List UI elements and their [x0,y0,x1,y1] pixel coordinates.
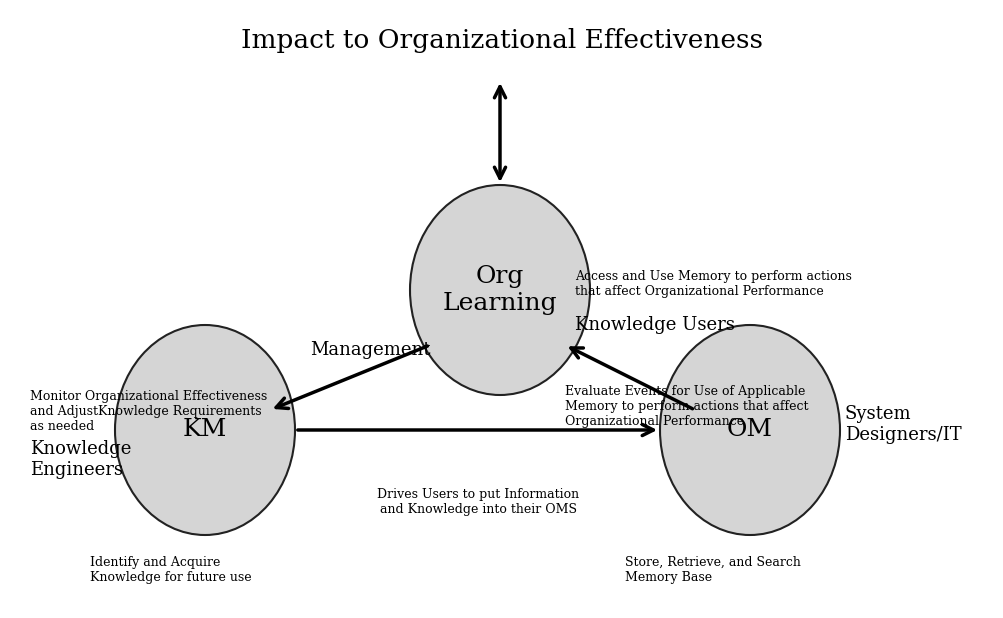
Text: Identify and Acquire
Knowledge for future use: Identify and Acquire Knowledge for futur… [90,556,252,584]
Text: KM: KM [183,418,227,441]
Text: Management: Management [310,341,430,359]
Text: Evaluate Events for Use of Applicable
Memory to perform actions that affect
Orga: Evaluate Events for Use of Applicable Me… [565,385,807,428]
Text: Knowledge
Engineers: Knowledge Engineers [30,440,131,479]
Text: Knowledge Users: Knowledge Users [575,316,734,334]
Text: System
Designers/IT: System Designers/IT [845,405,961,444]
Text: Drives Users to put Information
and Knowledge into their OMS: Drives Users to put Information and Know… [376,488,579,516]
Ellipse shape [659,325,840,535]
Text: Monitor Organizational Effectiveness
and AdjustKnowledge Requirements
as needed: Monitor Organizational Effectiveness and… [30,390,267,433]
Text: Impact to Organizational Effectiveness: Impact to Organizational Effectiveness [241,28,762,53]
Text: Org
Learning: Org Learning [442,265,557,315]
Text: OM: OM [726,418,772,441]
Ellipse shape [115,325,295,535]
Text: Store, Retrieve, and Search
Memory Base: Store, Retrieve, and Search Memory Base [625,556,800,584]
Ellipse shape [409,185,590,395]
Text: Access and Use Memory to perform actions
that affect Organizational Performance: Access and Use Memory to perform actions… [575,270,851,298]
